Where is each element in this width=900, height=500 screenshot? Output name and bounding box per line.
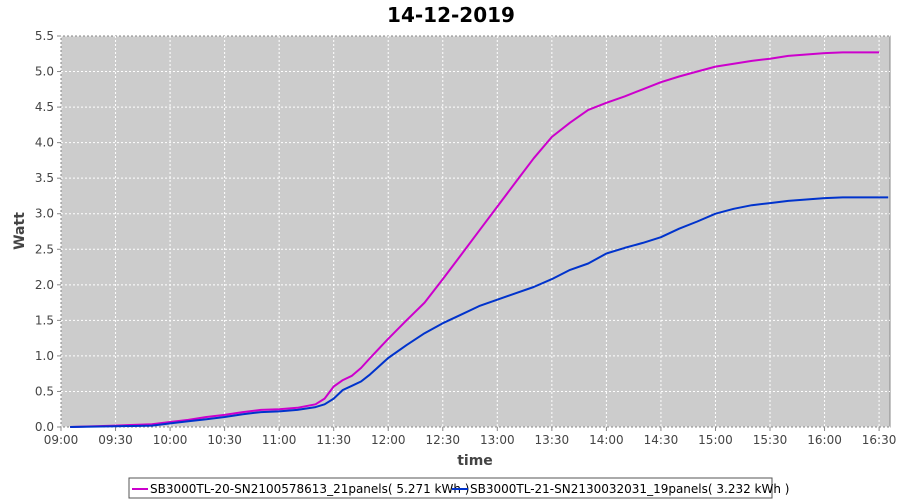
x-tick-label: 13:30: [535, 433, 570, 447]
y-tick-label: 4.0: [35, 136, 54, 150]
x-tick-label: 15:30: [753, 433, 788, 447]
x-tick-label: 10:00: [153, 433, 188, 447]
plot-area: [60, 35, 891, 428]
y-tick-label: 2.0: [35, 278, 54, 292]
legend-label-2: SB3000TL-21-SN2130032031_19panels( 3.232…: [470, 482, 789, 496]
x-tick-label: 09:30: [98, 433, 133, 447]
y-axis: 0.0 0.5 1.0 1.5 2.0 2.5 3.0 3.5 4.0 4.5 5.0 5.5: [35, 29, 61, 434]
y-tick-label: 1.0: [35, 349, 54, 363]
x-tick-label: 11:30: [316, 433, 351, 447]
y-tick-label: 3.5: [35, 171, 54, 185]
y-tick-label: 1.5: [35, 313, 54, 327]
y-tick-label: 5.5: [35, 29, 54, 43]
y-tick-label: 4.5: [35, 100, 54, 114]
x-tick-label: 11:00: [262, 433, 297, 447]
x-tick-label: 12:30: [425, 433, 460, 447]
series-line-1: [70, 51, 880, 428]
chart-title: 14-12-2019: [387, 3, 515, 27]
x-tick-label: 15:00: [698, 433, 733, 447]
plot-lines: [70, 51, 889, 428]
legend-box: [128, 477, 773, 499]
grid: [60, 35, 890, 428]
x-axis-label: time: [457, 453, 493, 469]
series-line-2: [70, 196, 889, 428]
x-tick-label: 13:00: [480, 433, 515, 447]
x-tick-label: 12:00: [371, 433, 406, 447]
y-tick-label: 3.0: [35, 207, 54, 221]
x-axis: 09:00 09:30 10:00 10:30 11:00 11:30 12:00 12:30…: [44, 427, 897, 447]
x-tick-label: 09:00: [44, 433, 79, 447]
legend-label-1: SB3000TL-20-SN2100578613_21panels( 5.271…: [150, 482, 469, 496]
y-tick-label: 0.5: [35, 384, 54, 398]
x-tick-label: 16:30: [862, 433, 897, 447]
x-tick-label: 14:00: [589, 433, 624, 447]
y-tick-label: 0.0: [35, 420, 54, 434]
y-tick-label: 2.5: [35, 242, 54, 256]
x-tick-label: 14:30: [644, 433, 679, 447]
legend: SB3000TL-20-SN2100578613_21panels( 5.271…: [128, 477, 789, 499]
x-tick-label: 16:00: [807, 433, 842, 447]
y-tick-label: 5.0: [35, 65, 54, 79]
y-axis-label: Watt: [12, 212, 28, 250]
x-tick-label: 10:30: [207, 433, 242, 447]
